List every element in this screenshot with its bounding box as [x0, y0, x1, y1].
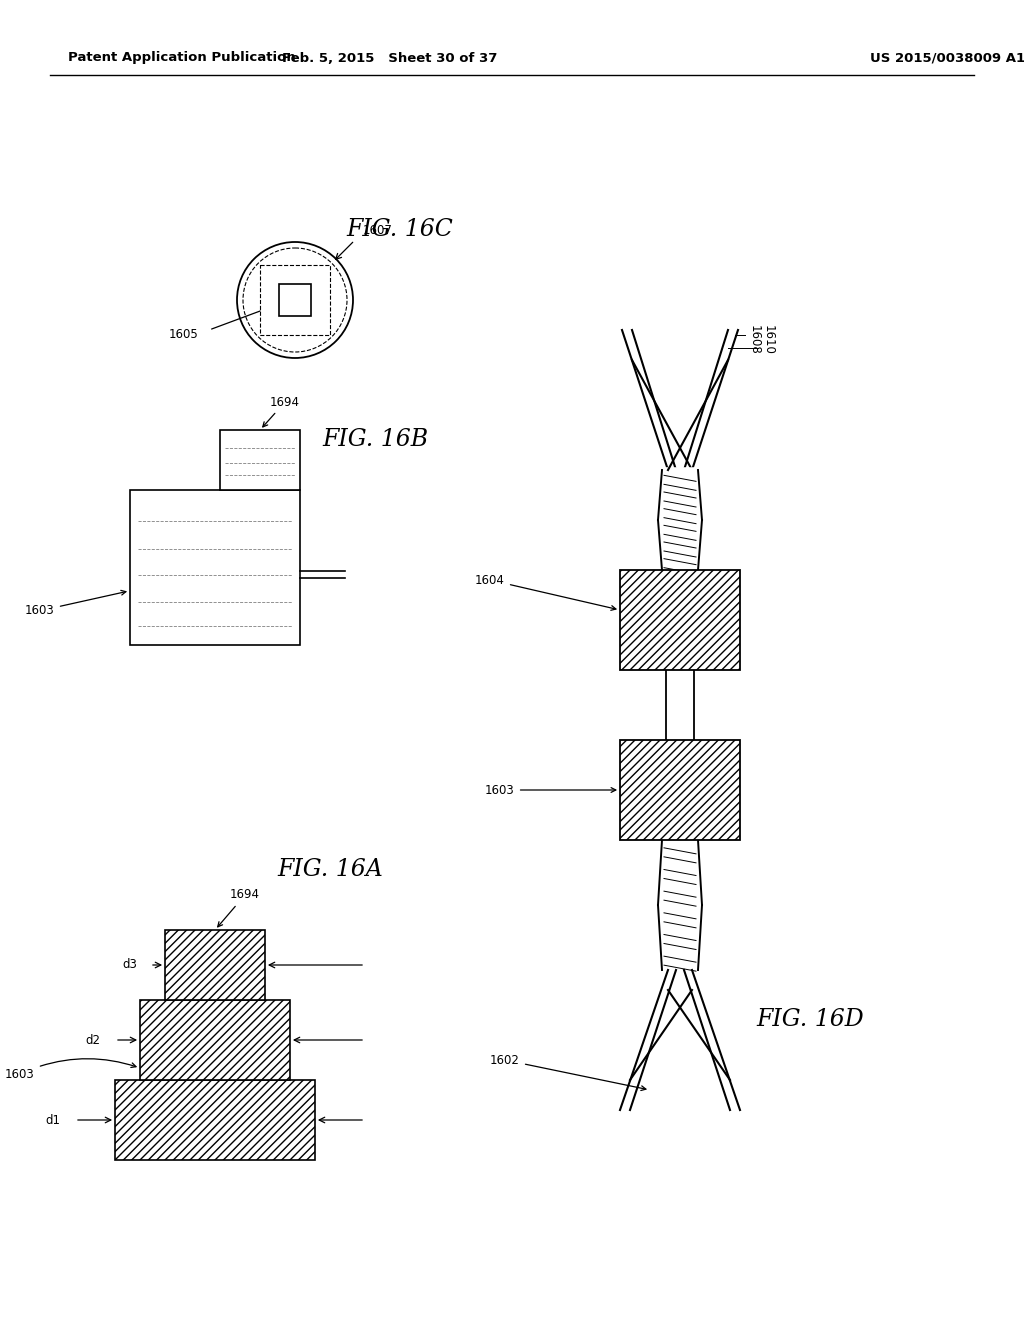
Text: 1605: 1605: [169, 329, 199, 342]
Circle shape: [237, 242, 353, 358]
FancyBboxPatch shape: [130, 490, 300, 645]
Text: 1603: 1603: [5, 1059, 136, 1081]
FancyBboxPatch shape: [140, 1001, 290, 1080]
Text: US 2015/0038009 A1: US 2015/0038009 A1: [870, 51, 1024, 65]
FancyBboxPatch shape: [279, 284, 311, 315]
Text: FIG. 16C: FIG. 16C: [346, 219, 454, 242]
Text: FIG. 16B: FIG. 16B: [322, 429, 428, 451]
Text: 1603: 1603: [26, 590, 126, 618]
Text: 1694: 1694: [218, 888, 260, 927]
Text: d1: d1: [45, 1114, 60, 1126]
FancyBboxPatch shape: [165, 931, 265, 1001]
FancyBboxPatch shape: [620, 570, 740, 671]
FancyBboxPatch shape: [620, 741, 740, 840]
Text: 1694: 1694: [263, 396, 300, 426]
Text: 1608: 1608: [748, 325, 761, 355]
Text: 1607: 1607: [362, 224, 392, 236]
Text: d2: d2: [85, 1034, 100, 1047]
Text: Feb. 5, 2015   Sheet 30 of 37: Feb. 5, 2015 Sheet 30 of 37: [283, 51, 498, 65]
FancyBboxPatch shape: [260, 265, 330, 335]
FancyBboxPatch shape: [115, 1080, 315, 1160]
Text: FIG. 16A: FIG. 16A: [278, 858, 383, 882]
Text: 1602: 1602: [490, 1053, 646, 1090]
Text: 1610: 1610: [762, 325, 775, 355]
Text: 1604: 1604: [475, 573, 615, 610]
Text: FIG. 16D: FIG. 16D: [756, 1008, 864, 1031]
Text: 1603: 1603: [485, 784, 615, 796]
Text: d3: d3: [122, 958, 137, 972]
Text: Patent Application Publication: Patent Application Publication: [68, 51, 296, 65]
FancyBboxPatch shape: [220, 430, 300, 490]
